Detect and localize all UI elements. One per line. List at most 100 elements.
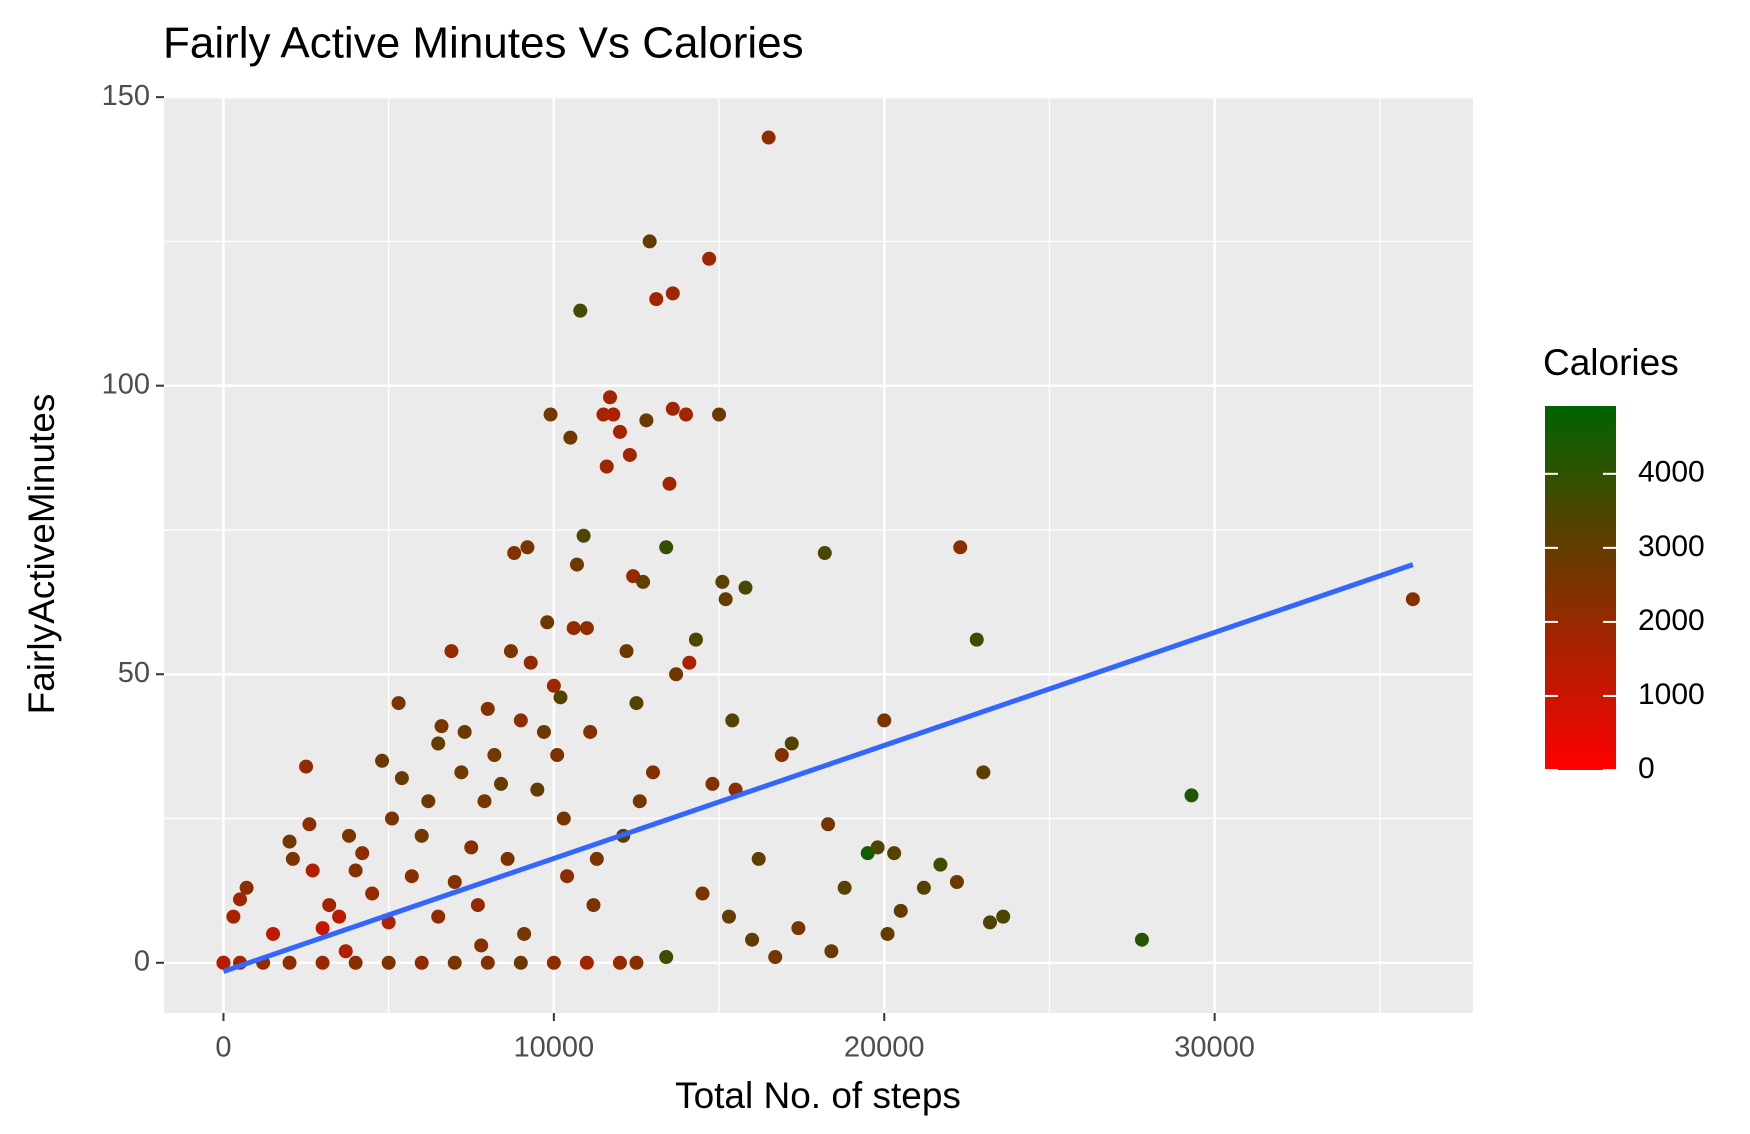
point [342,828,357,843]
point [305,863,320,878]
point [560,869,575,884]
point [530,782,545,797]
point [394,771,409,786]
point [503,644,518,659]
point [632,794,647,809]
point [870,840,885,855]
point [282,834,297,849]
point [636,574,651,589]
chart-title: Fairly Active Minutes Vs Calories [163,19,804,68]
point [659,950,674,965]
legend-label: 3000 [1638,530,1705,563]
point [381,915,396,930]
point [768,950,783,965]
point [761,130,776,145]
x-tick-label: 30000 [1174,1032,1255,1064]
point [969,632,984,647]
point [612,955,627,970]
y-tick-label: 150 [102,80,150,112]
point [705,776,720,791]
point [553,690,568,705]
point [348,955,363,970]
point [447,955,462,970]
y-tick-label: 0 [134,945,150,977]
point [589,851,604,866]
point [1184,788,1199,803]
point [457,724,472,739]
point [599,459,614,474]
point [576,528,591,543]
point [916,880,931,895]
point [996,909,1011,924]
point [665,286,680,301]
point [282,955,297,970]
point [355,846,370,861]
point [579,955,594,970]
point [550,748,565,763]
point [431,736,446,751]
point [645,765,660,780]
point [454,765,469,780]
point [745,932,760,947]
point [315,921,330,936]
point [573,303,588,318]
point [566,621,581,636]
point [718,592,733,607]
point [596,407,611,422]
point [586,898,601,913]
point [487,748,502,763]
point [751,851,766,866]
point [824,944,839,959]
point [649,292,664,307]
point [375,753,390,768]
point [1405,592,1420,607]
point [712,407,727,422]
point [477,794,492,809]
point [695,886,710,901]
y-tick-label: 100 [102,368,150,400]
point [520,540,535,555]
point [546,678,561,693]
point [821,817,836,832]
point [817,546,832,561]
point [414,828,429,843]
point [322,898,337,913]
point [665,401,680,416]
point [543,407,558,422]
point [523,655,538,670]
point [629,696,644,711]
point [612,424,627,439]
point [431,909,446,924]
legend-label: 1000 [1638,678,1705,711]
point [639,413,654,428]
y-axis-title: FairlyActiveMinutes [21,394,62,715]
point [384,811,399,826]
point [837,880,852,895]
point [500,851,515,866]
point [619,644,634,659]
point [976,765,991,780]
point [1134,932,1149,947]
point [738,580,753,595]
point [546,955,561,970]
point [669,667,684,682]
point [464,840,479,855]
point [404,869,419,884]
point [953,540,968,555]
point [513,955,528,970]
point [434,719,449,734]
point [332,909,347,924]
point [507,546,522,561]
point [877,713,892,728]
point [606,407,621,422]
point [299,759,314,774]
point [659,540,674,555]
point [949,875,964,889]
legend-title: Calories [1543,342,1679,383]
point [725,713,740,728]
point [774,748,789,763]
point [791,921,806,936]
point [493,776,508,791]
x-tick-label: 0 [215,1032,231,1064]
